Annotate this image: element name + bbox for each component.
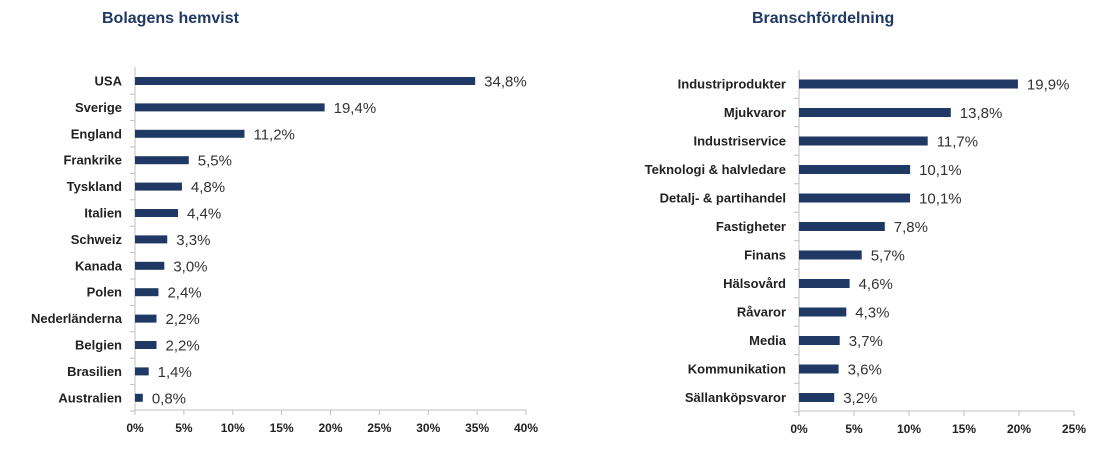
bransch-value-label: 5,7% — [871, 248, 905, 265]
hemvist-x-tick-label: 5% — [175, 421, 193, 435]
hemvist-bar — [135, 261, 165, 270]
bransch-bar — [799, 279, 850, 288]
bransch-value-label: 4,6% — [859, 276, 893, 293]
hemvist-value-label: 19,4% — [334, 100, 377, 117]
bransch-x-tick-label: 5% — [845, 422, 863, 436]
bransch-bar — [799, 79, 1018, 89]
hemvist-bar — [135, 129, 245, 138]
hemvist-value-label: 0,8% — [152, 390, 186, 407]
bransch-category-label: Mjukvaror — [724, 105, 786, 120]
hemvist-value-label: 2,4% — [167, 285, 201, 302]
hemvist-value-label: 1,4% — [158, 364, 192, 381]
hemvist-value-label: 5,5% — [198, 153, 232, 170]
hemvist-x-tick-label: 0% — [126, 421, 144, 435]
hemvist-bar — [135, 103, 325, 112]
bransch-x-tick-label: 10% — [897, 422, 921, 436]
bransch-x-tick-label: 15% — [952, 422, 976, 436]
hemvist-category-label: Nederländerna — [31, 311, 123, 326]
bransch-value-label: 3,7% — [849, 333, 883, 350]
hemvist-x-tick-label: 35% — [465, 421, 489, 435]
hemvist-category-label: Belgien — [75, 338, 122, 353]
bransch-bar — [799, 136, 928, 146]
bransch-value-label: 10,1% — [919, 162, 962, 179]
hemvist-bar — [135, 288, 159, 297]
bransch-x-tick-label: 25% — [1062, 422, 1086, 436]
bransch-category-label: Industriprodukter — [678, 77, 786, 92]
hemvist-value-label: 34,8% — [484, 74, 527, 91]
hemvist-category-label: USA — [95, 74, 123, 89]
hemvist-bar — [135, 156, 189, 165]
hemvist-value-label: 3,3% — [176, 232, 210, 249]
hemvist-x-tick-label: 25% — [367, 421, 391, 435]
bransch-category-label: Råvaror — [737, 305, 786, 320]
hemvist-value-label: 2,2% — [166, 338, 200, 355]
bransch-bar — [799, 108, 951, 117]
bransch-category-label: Media — [749, 333, 787, 348]
hemvist-category-label: Sverige — [75, 100, 122, 115]
hemvist-x-tick-label: 20% — [318, 421, 342, 435]
bransch-bar — [799, 364, 839, 374]
bransch-x-tick-label: 20% — [1007, 422, 1031, 436]
bransch-category-label: Detalj- & partihandel — [660, 191, 786, 206]
hemvist-bar — [135, 209, 179, 217]
bransch-x-tick-label: 0% — [790, 422, 808, 436]
bransch-bar — [799, 165, 911, 174]
bransch-bar — [799, 336, 840, 345]
hemvist-value-label: 11,2% — [253, 126, 294, 143]
hemvist-category-label: Italien — [84, 206, 122, 221]
bransch-value-label: 13,8% — [960, 105, 1003, 122]
bransch-value-label: 11,7% — [937, 134, 978, 151]
hemvist-category-label: Frankrike — [63, 153, 122, 168]
hemvist-bar — [135, 77, 476, 85]
hemvist-value-label: 4,8% — [191, 179, 225, 196]
hemvist-category-label: England — [71, 126, 122, 141]
bransch-bar — [799, 393, 835, 402]
bransch-bar — [799, 193, 911, 203]
hemvist-x-tick-label: 15% — [270, 421, 294, 435]
bransch-category-label: Sällanköpsvaror — [685, 390, 786, 405]
hemvist-category-label: Australien — [58, 390, 122, 405]
hemvist-value-label: 3,0% — [173, 258, 207, 275]
bransch-category-label: Finans — [744, 248, 786, 263]
bransch-category-label: Fastigheter — [716, 219, 786, 234]
hemvist-bar — [135, 393, 143, 402]
bransch-bar — [799, 307, 847, 317]
bransch-value-label: 3,6% — [848, 362, 882, 379]
bransch-category-label: Industriservice — [694, 134, 787, 149]
hemvist-category-label: Schweiz — [71, 232, 123, 247]
hemvist-value-label: 2,2% — [166, 311, 200, 328]
hemvist-bar — [135, 182, 182, 191]
hemvist-x-tick-label: 30% — [416, 421, 440, 435]
bransch-bar — [799, 222, 885, 231]
hemvist-bar — [135, 341, 157, 349]
hemvist-category-label: Brasilien — [67, 364, 122, 379]
bransch-value-label: 19,9% — [1027, 77, 1070, 94]
chart-title-hemvist: Bolagens hemvist — [102, 10, 239, 27]
bransch-value-label: 7,8% — [894, 219, 928, 236]
bransch-category-label: Hälsovård — [723, 276, 786, 291]
hemvist-category-label: Kanada — [75, 258, 123, 273]
hemvist-x-tick-label: 40% — [514, 421, 538, 435]
bransch-category-label: Teknologi & halvledare — [645, 162, 786, 177]
hemvist-bar — [135, 367, 149, 376]
bransch-category-label: Kommunikation — [688, 362, 786, 377]
hemvist-bar — [135, 314, 157, 323]
hemvist-category-label: Polen — [87, 285, 122, 300]
hemvist-x-tick-label: 10% — [221, 421, 245, 435]
hemvist-category-label: Tyskland — [67, 179, 122, 194]
bransch-bar — [799, 250, 862, 260]
bransch-value-label: 3,2% — [843, 390, 877, 407]
hemvist-bar — [135, 235, 168, 244]
bransch-value-label: 10,1% — [919, 191, 962, 208]
bransch-value-label: 4,3% — [855, 305, 889, 322]
chart-title-bransch: Branschfördelning — [752, 10, 895, 27]
hemvist-value-label: 4,4% — [187, 206, 221, 223]
